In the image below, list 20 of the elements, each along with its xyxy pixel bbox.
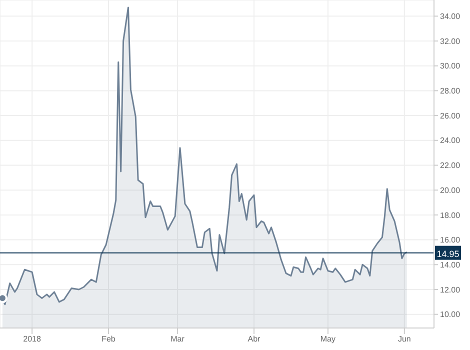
x-tick-label: May xyxy=(320,334,336,344)
y-tick-label: 22.00 xyxy=(440,161,461,170)
x-tick-label: Mar xyxy=(170,334,185,344)
y-tick-label: 16.00 xyxy=(440,236,461,245)
y-tick-label: 30.00 xyxy=(440,62,461,71)
y-tick-label: 12.00 xyxy=(440,285,461,294)
x-tick-label: 2018 xyxy=(23,334,42,344)
x-tick-label: Feb xyxy=(102,334,116,344)
y-tick-label: 26.00 xyxy=(440,111,461,120)
y-tick-label: 10.00 xyxy=(440,310,461,320)
x-tick-label: Jun xyxy=(398,334,411,344)
y-tick-label: 24.00 xyxy=(440,136,461,146)
y-tick-label: 18.00 xyxy=(440,210,461,220)
y-tick-label: 34.00 xyxy=(440,12,461,21)
y-tick-label: 32.00 xyxy=(440,36,461,46)
ref-line-label: 14.95 xyxy=(436,248,460,259)
y-tick-label: 14.00 xyxy=(440,260,461,270)
y-tick-label: 20.00 xyxy=(440,186,461,195)
y-tick-label: 28.00 xyxy=(440,86,461,96)
x-tick-label: Abr xyxy=(248,334,261,344)
